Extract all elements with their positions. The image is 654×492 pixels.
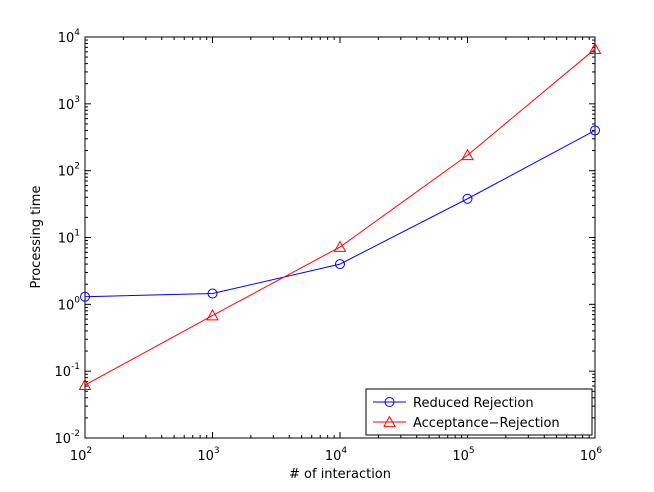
y-tick-base: 10: [58, 31, 75, 46]
data-point-reduced-rejection: [207, 288, 218, 299]
y-tick-base: 10: [58, 232, 75, 247]
legend: Reduced Rejection Acceptance−Rejection: [365, 388, 593, 436]
x-tick-label: 106: [580, 446, 603, 464]
x-tick-base: 10: [325, 449, 342, 464]
legend-item: Reduced Rejection: [373, 396, 534, 411]
data-point-acceptance-rejection: [461, 148, 474, 161]
y-tick-base: 10: [58, 98, 75, 113]
y-tick-label: 100: [58, 295, 81, 313]
y-tick-label: 101: [58, 229, 80, 247]
x-tick-base: 10: [70, 449, 87, 464]
legend-label: Acceptance−Rejection: [413, 416, 560, 431]
series-acceptance-rejection: [78, 42, 602, 390]
x-tick-label: 103: [197, 446, 219, 464]
legend-item: Acceptance−Rejection: [373, 415, 560, 431]
plot-area: [84, 36, 596, 439]
y-tick-label: 103: [58, 95, 80, 113]
legend-marker: [384, 397, 395, 407]
x-tick-base: 10: [452, 449, 469, 464]
x-tick-base: 10: [580, 449, 597, 464]
x-tick-label: 102: [70, 446, 92, 464]
y-tick-label: 10-2: [54, 429, 80, 447]
series-line-acceptance-rejection: [84, 48, 596, 386]
y-tick-base: 10: [58, 165, 75, 180]
y-tick-exponent: 3: [74, 95, 80, 105]
data-point-acceptance-rejection: [78, 378, 92, 390]
y-tick-base: 10: [58, 298, 75, 313]
data-point-acceptance-rejection: [333, 240, 347, 252]
x-tick-label: 104: [325, 446, 348, 464]
y-tick-exponent: 4: [74, 28, 80, 38]
series-line-reduced-rejection: [84, 129, 596, 298]
series-reduced-rejection: [80, 125, 600, 302]
x-tick-label: 105: [452, 446, 474, 464]
y-tick-base: 10: [54, 365, 71, 380]
y-tick-exponent: 2: [74, 162, 80, 172]
y-tick-exponent: -2: [71, 429, 80, 439]
y-tick-label: 10-1: [54, 362, 80, 380]
x-tick-base: 10: [197, 449, 214, 464]
data-point-reduced-rejection: [335, 259, 345, 270]
y-tick-exponent: 1: [74, 229, 80, 239]
x-tick-exponent: 4: [341, 446, 347, 456]
series-layer: [78, 42, 602, 390]
y-tick-label: 104: [58, 28, 81, 46]
x-tick-exponent: 2: [86, 446, 92, 456]
x-axis-label: # of interaction: [289, 467, 391, 482]
y-tick-base: 10: [54, 432, 71, 447]
legend-marker: [383, 415, 396, 427]
y-tick-exponent: -1: [71, 362, 80, 372]
legend-box: [365, 388, 593, 436]
data-point-reduced-rejection: [462, 193, 473, 204]
data-point-reduced-rejection: [80, 291, 90, 302]
legend-label: Reduced Rejection: [413, 396, 534, 411]
data-point-reduced-rejection: [590, 125, 600, 136]
x-tick-exponent: 6: [596, 446, 602, 456]
data-point-acceptance-rejection: [206, 308, 219, 321]
x-tick-exponent: 3: [214, 446, 220, 456]
y-tick-exponent: 0: [74, 295, 80, 305]
x-tick-exponent: 5: [469, 446, 475, 456]
data-point-acceptance-rejection: [588, 42, 602, 54]
y-axis-label: Processing time: [29, 186, 44, 289]
y-tick-label: 102: [58, 162, 80, 180]
